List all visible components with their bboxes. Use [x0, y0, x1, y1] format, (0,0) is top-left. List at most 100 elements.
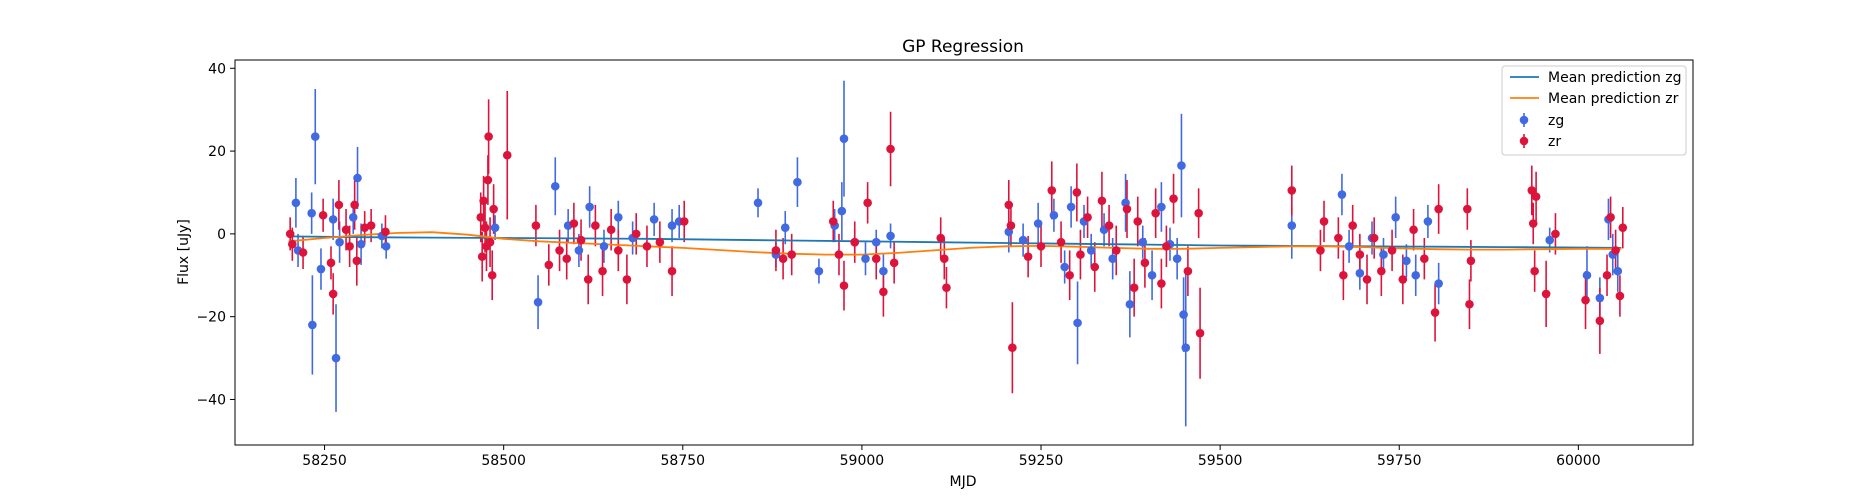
zr-data-point [1434, 204, 1443, 214]
y-tick-label: −20 [196, 310, 226, 326]
zg-data-point [490, 223, 500, 232]
x-tick-label: 59250 [1019, 453, 1064, 469]
zr-data-point [484, 132, 493, 141]
x-tick-label: 59500 [1198, 453, 1243, 469]
x-tick-label: 60000 [1556, 453, 1601, 469]
zg-data-point [667, 221, 677, 230]
zr-data-point [1316, 246, 1325, 255]
zr-data-point [483, 175, 493, 185]
zg-data-point [1344, 241, 1354, 251]
zr-data-point [622, 275, 632, 284]
zr-data-point [1595, 316, 1605, 326]
zr-data-point [1151, 208, 1160, 218]
zg-data-point [599, 241, 609, 251]
zr-data-point [850, 237, 860, 247]
zr-data-point [1369, 233, 1379, 243]
zg-data-point [316, 264, 326, 274]
zg-data-point [1086, 246, 1096, 255]
chart-title: GP Regression [902, 37, 1024, 57]
zr-data-point [318, 210, 328, 220]
zr-data-point [477, 252, 487, 261]
zg-data-point [1060, 262, 1069, 272]
zg-data-point [533, 297, 543, 307]
zr-data-point [381, 227, 390, 237]
zg-data-point [353, 173, 362, 183]
zg-data-point [1582, 270, 1592, 280]
zr-data-point [778, 254, 788, 264]
zr-data-point [345, 241, 354, 251]
zr-data-point [614, 246, 623, 255]
zr-data-point [1004, 200, 1014, 210]
zr-data-point [1162, 241, 1171, 251]
zr-data-point [326, 258, 336, 268]
zg-data-point [1033, 219, 1043, 228]
legend-point-swatch [1519, 115, 1529, 125]
zr-data-point [298, 248, 308, 257]
zr-data-point [502, 150, 512, 160]
zr-data-point [1581, 295, 1590, 305]
legend-label: zg [1548, 113, 1564, 129]
zg-data-point [879, 266, 888, 276]
zr-data-point [288, 239, 297, 249]
x-axis: 58250 58500 58750 59000 59250 59500 59750 60000 [302, 445, 1601, 469]
zr-data-point [771, 246, 781, 255]
zg-data-point [328, 215, 338, 224]
zr-data-point [352, 256, 362, 266]
zg-data-point [753, 198, 763, 208]
x-tick-label: 58250 [302, 453, 347, 469]
zr-data-point [942, 283, 951, 292]
zr-data-point [1362, 275, 1372, 284]
legend-point-swatch [1519, 136, 1529, 146]
zg-data-point [1172, 254, 1182, 264]
zg-data-point [307, 208, 316, 218]
zg-data-point [585, 202, 594, 212]
zg-data-point [1391, 213, 1400, 222]
legend: Mean prediction zg Mean prediction zr zg zr [1501, 65, 1687, 156]
zg-data-point [550, 181, 560, 191]
zr-data-point [598, 266, 607, 276]
zr-data-point [562, 254, 572, 264]
zr-data-point [863, 198, 872, 208]
zr-data-point [871, 254, 881, 264]
zr-data-point [1615, 291, 1625, 301]
zr-data-point [544, 260, 554, 270]
zr-data-point [476, 213, 486, 222]
zr-data-point [1387, 246, 1397, 255]
zr-data-point [591, 221, 600, 230]
zr-data-point [1463, 204, 1472, 214]
zr-data-point [787, 250, 796, 259]
zg-data-point [871, 237, 881, 247]
zr-data-point [1047, 186, 1057, 195]
zr-data-point [1006, 221, 1016, 230]
zr-data-point [1377, 266, 1386, 276]
zg-data-point [1379, 250, 1388, 259]
zr-data-point [886, 144, 895, 154]
y-tick-label: 0 [217, 227, 226, 243]
zg-data-point [1125, 299, 1135, 309]
zr-data-point [1008, 343, 1017, 353]
zg-data-point [1355, 268, 1365, 278]
zg-data-point [1434, 279, 1443, 288]
zr-data-point [1611, 246, 1620, 255]
x-tick-label: 58500 [481, 453, 526, 469]
zr-data-point [642, 241, 652, 251]
zg-data-point [1337, 190, 1347, 199]
legend-label: Mean prediction zg [1548, 70, 1682, 86]
zr-data-point [839, 281, 849, 290]
zr-data-point [1133, 217, 1143, 226]
zg-data-point [348, 213, 358, 222]
zg-data-point [1049, 210, 1059, 220]
zg-data-point [1108, 254, 1117, 264]
zr-data-point [1420, 254, 1429, 264]
zr-data-point [1541, 289, 1551, 299]
zr-data-point [889, 258, 899, 268]
zg-data-point [1181, 343, 1191, 353]
zr-data-point [936, 233, 946, 243]
zr-data-point [341, 225, 351, 235]
zg-data-point [335, 237, 344, 247]
zr-data-point [1606, 213, 1615, 222]
x-tick-label: 59750 [1377, 453, 1422, 469]
zr-data-point [828, 217, 838, 226]
zg-data-point [1287, 221, 1297, 230]
